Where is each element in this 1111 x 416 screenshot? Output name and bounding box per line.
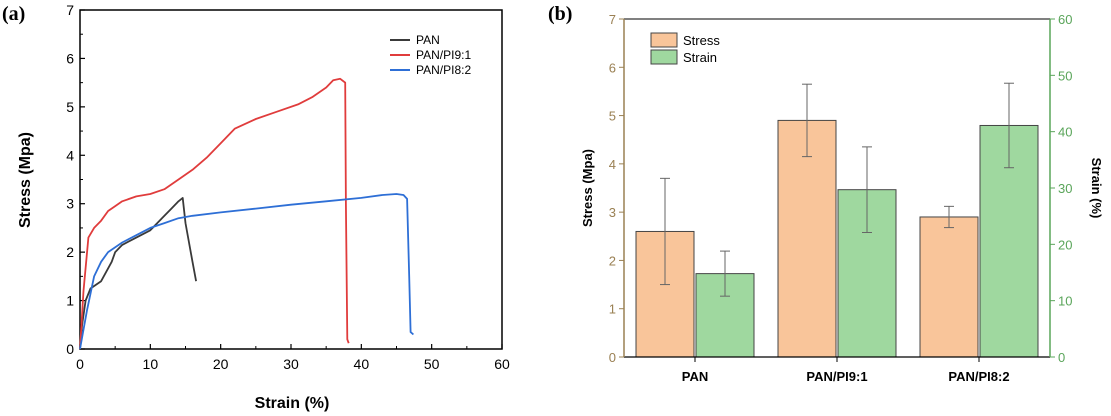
panel-b-y2label: Strain (%) <box>1089 158 1104 219</box>
panel-a-ytick-label: 0 <box>66 341 74 357</box>
category-label: PAN/PI8:2 <box>948 369 1009 384</box>
panel-b-ytick-right-label: 0 <box>1058 350 1065 365</box>
panel-a-ytick-label: 5 <box>66 99 74 115</box>
panel-a-ytick-label: 4 <box>66 147 74 163</box>
bar-stress-pan-pi8-2 <box>919 216 979 358</box>
legend-swatch-strain <box>650 49 678 65</box>
panel-b-ylabel: Stress (Mpa) <box>580 149 595 227</box>
panel-b-ytick-left-label: 1 <box>609 302 616 317</box>
panel-b-ytick-right-label: 60 <box>1058 12 1072 27</box>
panel-a-xtick-label: 0 <box>76 356 84 372</box>
panel-b-ytick-left-label: 7 <box>609 12 616 27</box>
panel-b-ytick-left-label: 2 <box>609 253 616 268</box>
category-label: PAN <box>682 369 708 384</box>
legend-label-strain: Strain <box>683 50 717 65</box>
panel-b-ytick-left-label: 3 <box>609 205 616 220</box>
legend-swatch-stress <box>650 32 678 48</box>
panel-b-ytick-left-label: 0 <box>609 350 616 365</box>
panel-b-ytick-right-label: 20 <box>1058 237 1072 252</box>
panel-a-ytick-label: 6 <box>66 50 74 66</box>
bar-stress-pan-pi9-1 <box>777 119 837 358</box>
series-line-pan-pi9-1 <box>79 77 350 350</box>
panel-a-ytick-label: 2 <box>66 244 74 260</box>
panel-b-ytick-left-label: 6 <box>609 60 616 75</box>
legend-label-stress: Stress <box>683 33 720 48</box>
panel-a-xtick-label: 60 <box>494 356 510 372</box>
category-label: PAN/PI9:1 <box>806 369 867 384</box>
panel-a-xtick-label: 20 <box>213 356 229 372</box>
panel-a-ylabel: Stress (Mpa) <box>17 132 34 228</box>
panel-a-xlabel: Strain (%) <box>255 395 330 412</box>
panel-a-ytick-label: 1 <box>66 293 74 309</box>
panel-a-label: (a) <box>2 3 25 25</box>
panel-b-ytick-right-label: 50 <box>1058 68 1072 83</box>
legend-label-pan: PAN <box>416 33 440 47</box>
series-line-pan <box>79 197 197 350</box>
panel-a-xtick-label: 10 <box>143 356 159 372</box>
series-line-pan-pi8-2 <box>79 193 414 350</box>
panel-a-axes: 0 10 20 30 40 50 60 0 1 2 3 4 5 6 7 <box>66 2 510 372</box>
panel-b-label: (b) <box>548 3 572 25</box>
panel-b: (b) PAN PAN/PI9:1 PAN/PI8:2 0 1 2 3 4 5 6 7 0 10 20 3… <box>548 3 1104 384</box>
panel-a-xtick-label: 40 <box>354 356 370 372</box>
panel-a: (a) 0 10 20 30 40 50 60 0 1 2 3 4 5 6 7 Strain (%) Str… <box>2 2 510 412</box>
panel-b-legend: Stress Strain <box>650 32 720 65</box>
panel-a-ytick-label: 7 <box>66 2 74 18</box>
panel-b-ytick-left-label: 5 <box>609 109 616 124</box>
panel-b-ytick-right-label: 10 <box>1058 294 1072 309</box>
panel-b-bars: PAN PAN/PI9:1 PAN/PI8:2 <box>635 82 1039 384</box>
panel-b-axes: 0 1 2 3 4 5 6 7 0 10 20 30 40 50 60 <box>609 12 1073 365</box>
panel-a-series <box>79 77 414 350</box>
panel-b-ytick-right-label: 40 <box>1058 125 1072 140</box>
panel-a-xtick-label: 50 <box>424 356 440 372</box>
panel-b-ytick-right-label: 30 <box>1058 181 1072 196</box>
panel-b-ytick-left-label: 4 <box>609 157 616 172</box>
panel-a-xtick-label: 30 <box>283 356 299 372</box>
panel-a-ytick-label: 3 <box>66 196 74 212</box>
legend-label-pan-pi8-2: PAN/PI8:2 <box>416 63 471 77</box>
legend-label-pan-pi9-1: PAN/PI9:1 <box>416 48 471 62</box>
